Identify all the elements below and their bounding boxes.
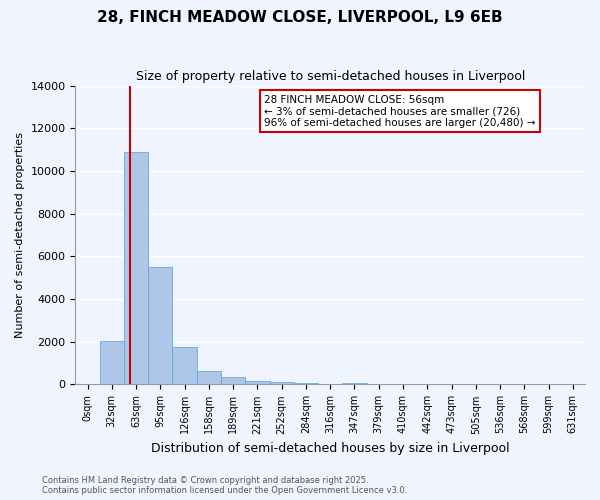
Bar <box>197 370 221 384</box>
Bar <box>343 382 367 384</box>
Title: Size of property relative to semi-detached houses in Liverpool: Size of property relative to semi-detach… <box>136 70 525 83</box>
Text: 28 FINCH MEADOW CLOSE: 56sqm
← 3% of semi-detached houses are smaller (726)
96% : 28 FINCH MEADOW CLOSE: 56sqm ← 3% of sem… <box>264 94 535 128</box>
X-axis label: Distribution of semi-detached houses by size in Liverpool: Distribution of semi-detached houses by … <box>151 442 509 455</box>
Bar <box>221 377 245 384</box>
Bar <box>245 381 269 384</box>
Text: Contains HM Land Registry data © Crown copyright and database right 2025.
Contai: Contains HM Land Registry data © Crown c… <box>42 476 407 495</box>
Bar <box>124 152 148 384</box>
Bar <box>100 340 124 384</box>
Y-axis label: Number of semi-detached properties: Number of semi-detached properties <box>15 132 25 338</box>
Bar <box>172 347 197 385</box>
Bar <box>148 267 172 384</box>
Bar <box>269 382 294 384</box>
Text: 28, FINCH MEADOW CLOSE, LIVERPOOL, L9 6EB: 28, FINCH MEADOW CLOSE, LIVERPOOL, L9 6E… <box>97 10 503 25</box>
